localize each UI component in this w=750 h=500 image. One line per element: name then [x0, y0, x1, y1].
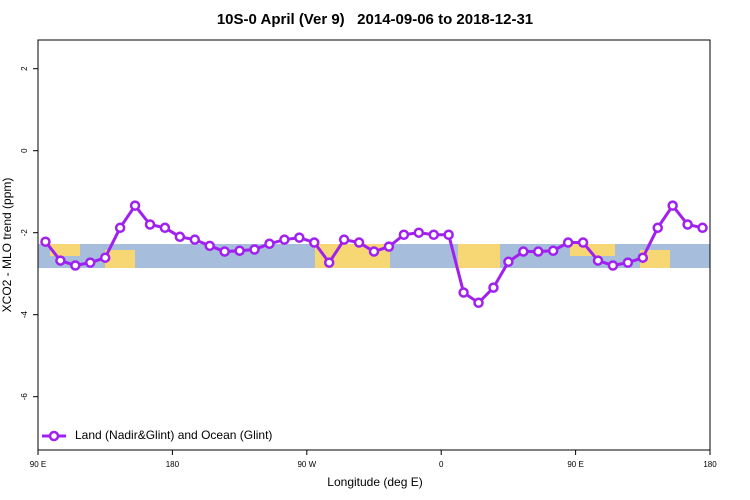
- chart-title: 10S-0 April (Ver 9) 2014-09-06 to 2018-1…: [217, 11, 533, 28]
- x-tick-label: 90 E: [30, 460, 46, 469]
- point: [413, 227, 425, 238]
- point: [562, 237, 574, 248]
- y-tick-label: 2: [20, 66, 29, 71]
- point: [473, 297, 484, 309]
- point: [652, 222, 663, 234]
- point: [428, 229, 439, 240]
- point: [189, 234, 201, 245]
- point: [85, 257, 96, 268]
- legend-label: Land (Nadir&Glint) and Ocean (Glint): [75, 428, 272, 442]
- point: [547, 245, 559, 256]
- point: [533, 246, 544, 257]
- point: [458, 287, 469, 298]
- point: [129, 200, 141, 211]
- point: [503, 256, 514, 268]
- point: [294, 232, 305, 243]
- point: [518, 246, 529, 257]
- x-tick-label: 180: [703, 460, 717, 469]
- y-tick-label: -2: [20, 229, 29, 237]
- point: [338, 234, 350, 245]
- land: [640, 250, 670, 268]
- x-axis-label: Longitude (deg E): [327, 475, 422, 489]
- point: [323, 257, 335, 268]
- point: [55, 255, 66, 266]
- point: [353, 237, 365, 248]
- point: [279, 234, 290, 245]
- point: [219, 246, 230, 257]
- point: [368, 246, 380, 257]
- point: [144, 219, 156, 230]
- point: [159, 222, 171, 234]
- y-tick-label: -6: [20, 393, 29, 401]
- point: [637, 252, 649, 263]
- land: [50, 244, 80, 256]
- y-tick-label: -4: [20, 311, 29, 319]
- point: [99, 252, 111, 263]
- point: [383, 241, 395, 252]
- y-tick-label: 0: [20, 148, 29, 153]
- y-axis-label: XCO2 - MLO trend (ppm): [0, 178, 14, 313]
- point: [622, 257, 634, 268]
- point: [234, 245, 245, 256]
- point: [204, 240, 215, 252]
- point: [607, 260, 619, 271]
- x-tick-label: 90 E: [567, 460, 583, 469]
- x-tick-label: 180: [166, 460, 180, 469]
- plot-frame: [37, 39, 711, 451]
- point: [264, 238, 275, 250]
- point: [443, 229, 454, 240]
- point: [592, 255, 604, 266]
- point: [114, 222, 126, 234]
- x-tick-label: 0: [439, 460, 444, 469]
- point: [249, 244, 260, 255]
- point: [488, 282, 499, 293]
- point: [577, 237, 589, 248]
- legend-marker: [48, 430, 60, 442]
- point: [667, 200, 678, 211]
- point: [697, 222, 708, 234]
- point: [40, 236, 51, 247]
- point: [398, 229, 410, 240]
- point: [682, 219, 693, 230]
- point: [174, 231, 186, 243]
- point: [309, 237, 320, 248]
- land: [105, 250, 135, 268]
- x-tick-label: 90 W: [297, 460, 316, 469]
- point: [70, 260, 81, 271]
- land: [458, 244, 500, 268]
